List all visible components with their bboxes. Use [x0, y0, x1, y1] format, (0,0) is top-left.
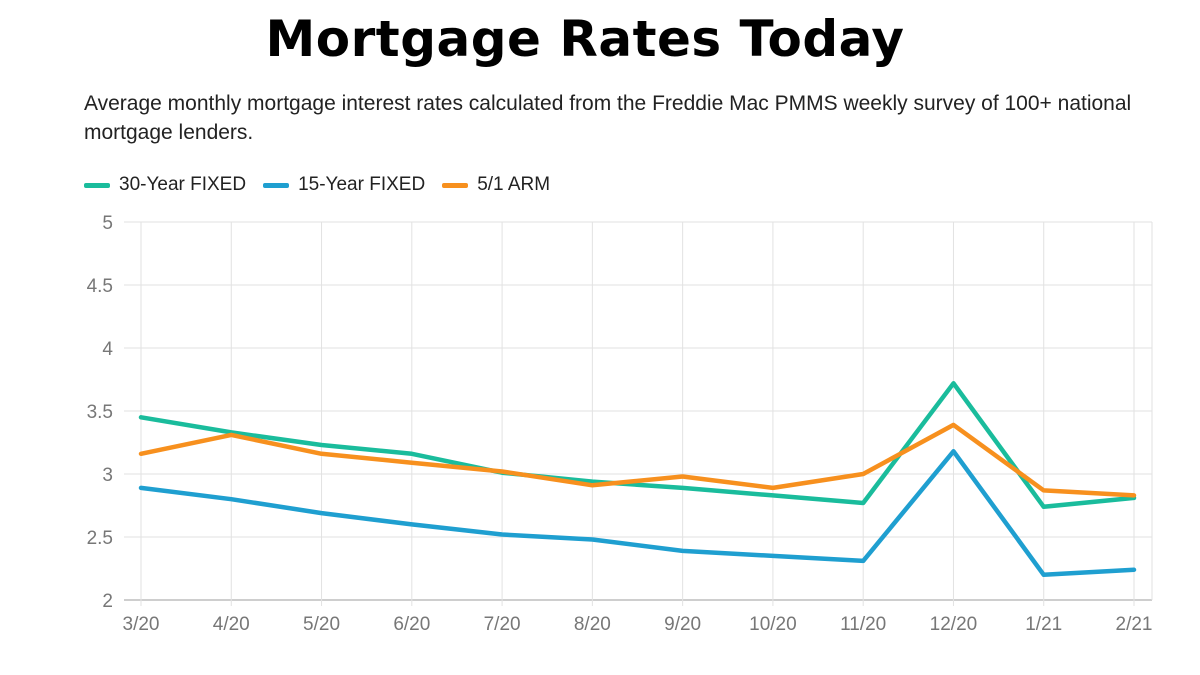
- legend-swatch-arm: [442, 182, 469, 188]
- x-tick-label: 9/20: [664, 614, 701, 635]
- series-line-2: [138, 422, 1137, 498]
- y-tick-label: 4.5: [87, 276, 113, 297]
- x-tick-label: 10/20: [749, 614, 797, 635]
- x-tick-label: 11/20: [840, 614, 886, 635]
- y-tick-label: 3.5: [87, 402, 113, 423]
- legend-swatch-30-year: [84, 182, 110, 188]
- series-line-0: [138, 381, 1137, 510]
- y-tick-label: 5: [102, 213, 113, 234]
- x-tick-label: 3/20: [123, 614, 160, 635]
- x-tick-label: 2/21: [1116, 614, 1153, 635]
- legend-label-30-year: 30-Year FIXED: [119, 174, 247, 195]
- x-tick-label: 4/20: [213, 614, 250, 635]
- x-tick-label: 6/20: [393, 614, 430, 635]
- legend-swatch-15-year: [263, 182, 290, 188]
- y-tick-label: 2.5: [87, 528, 113, 549]
- legend-item-arm[interactable]: 5/1 ARM: [442, 174, 550, 196]
- page-title: Mortgage Rates Today: [265, 10, 905, 68]
- legend-label-arm: 5/1 ARM: [477, 174, 551, 195]
- x-tick-label: 12/20: [930, 614, 978, 635]
- legend-label-15-year: 15-Year FIXED: [298, 174, 426, 195]
- y-tick-label: 3: [102, 465, 113, 486]
- x-tick-label: 5/20: [303, 614, 340, 635]
- legend-item-15-year[interactable]: 15-Year FIXED: [263, 174, 425, 196]
- x-tick-label: 1/21: [1025, 614, 1062, 635]
- y-tick-label: 2: [102, 591, 113, 612]
- series-line-1: [138, 449, 1137, 578]
- chart-legend: 30-Year FIXED 15-Year FIXED 5/1 ARM: [84, 174, 567, 196]
- chart-subtitle: Average monthly mortgage interest rates …: [84, 92, 1132, 144]
- legend-item-30-year[interactable]: 30-Year FIXED: [84, 174, 246, 196]
- x-tick-label: 7/20: [484, 614, 521, 635]
- y-tick-label: 4: [102, 339, 113, 360]
- x-tick-label: 8/20: [574, 614, 611, 635]
